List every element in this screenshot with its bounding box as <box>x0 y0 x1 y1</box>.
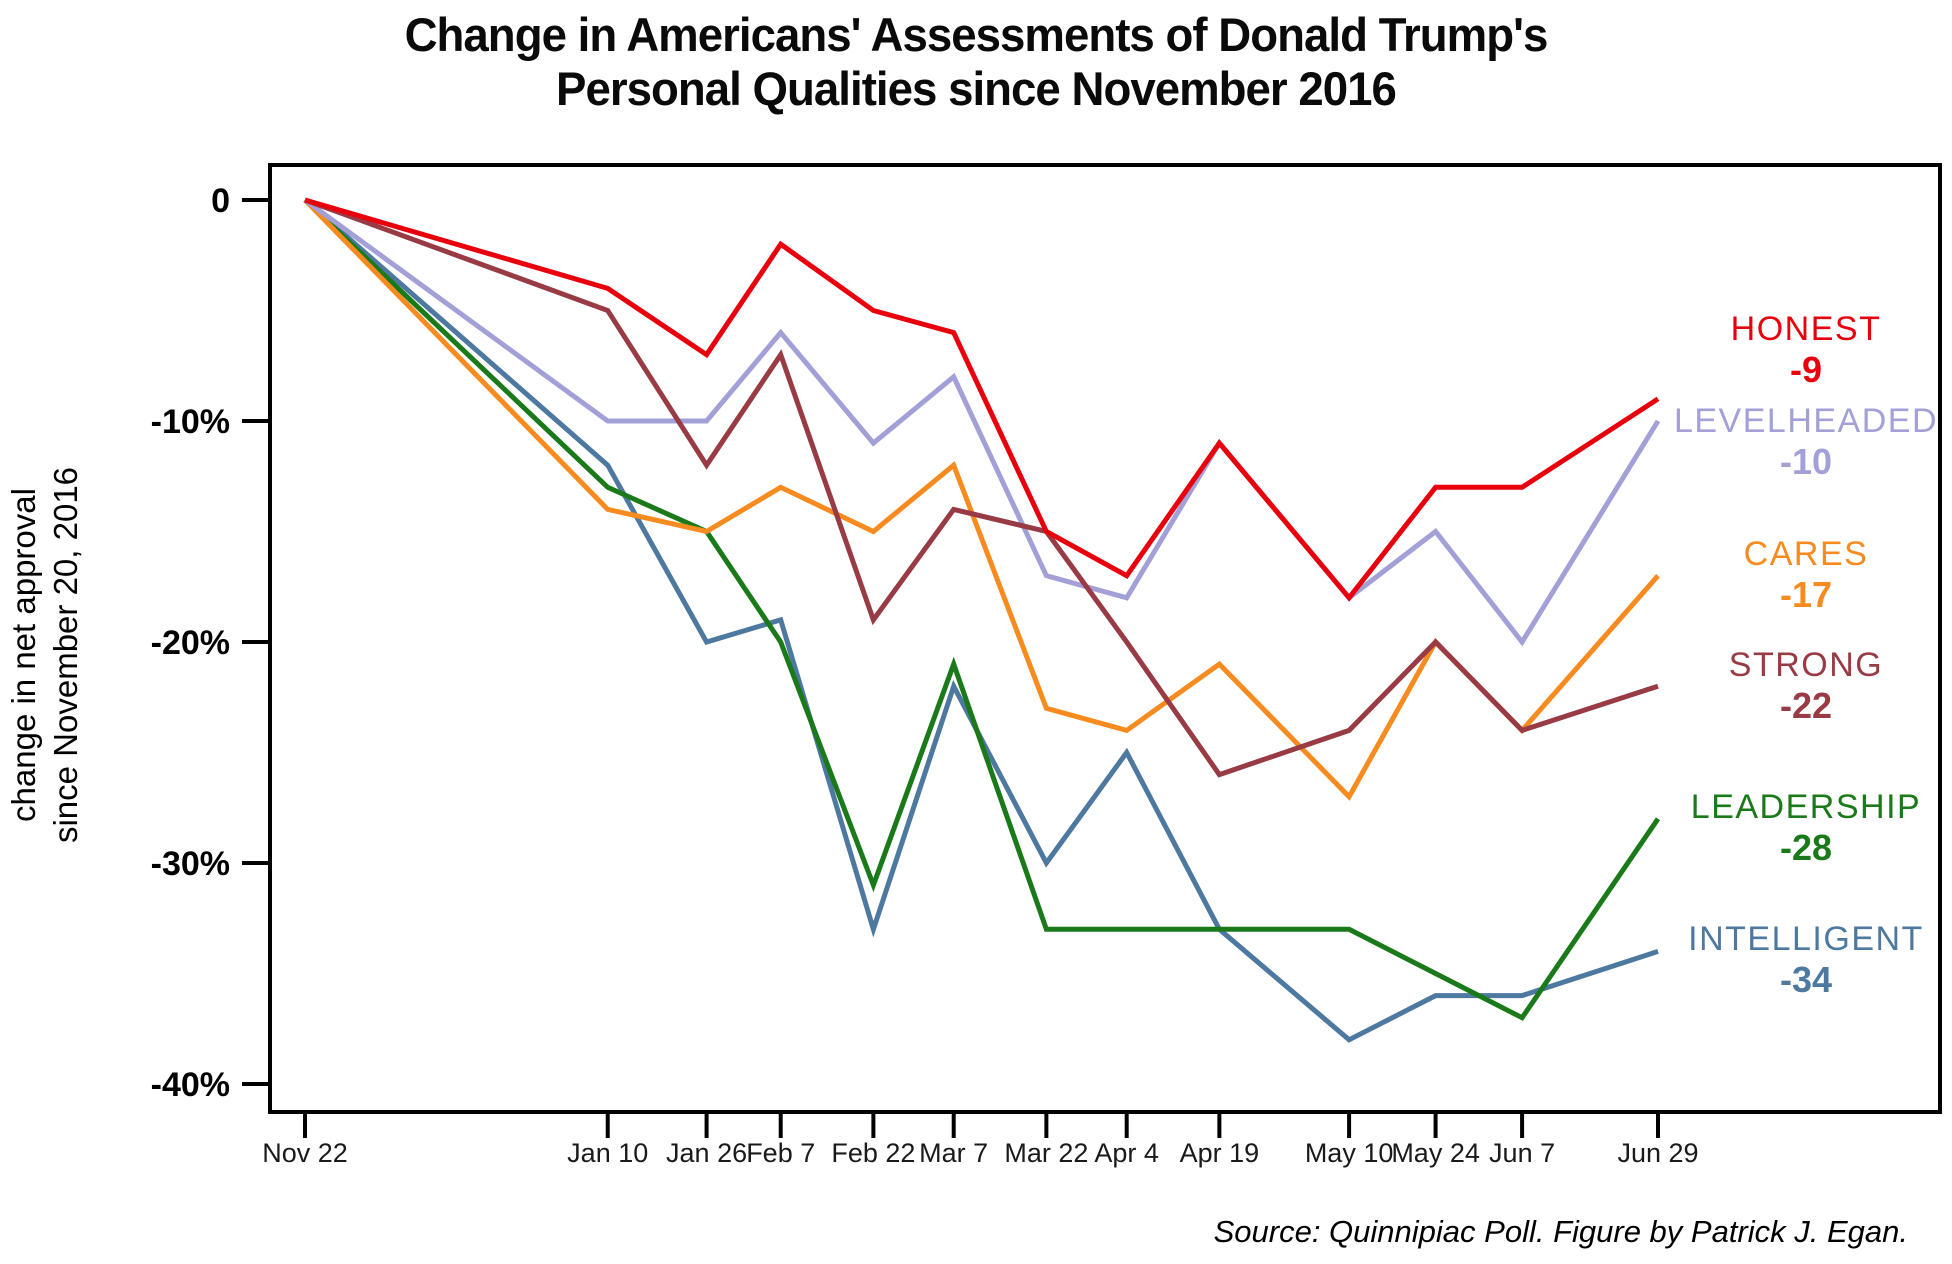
x-tick-label: Jun 7 <box>1489 1138 1555 1168</box>
series-line-levelheaded <box>303 197 1661 647</box>
legend-value-strong: -22 <box>1780 685 1832 726</box>
x-tick-label: May 10 <box>1305 1138 1394 1168</box>
chart-title: Change in Americans' Assessments of Dona… <box>29 8 1922 116</box>
x-tick-label: Feb 7 <box>746 1138 815 1168</box>
chart-title-line1: Change in Americans' Assessments of Dona… <box>404 8 1549 61</box>
series-line-cares <box>303 198 1660 801</box>
legend-value-leadership: -28 <box>1780 827 1832 868</box>
y-tick-label: 0 <box>211 182 230 220</box>
x-tick-label: Jan 10 <box>567 1138 648 1168</box>
legend-name-cares: CARES <box>1744 535 1869 573</box>
x-tick-label: Jun 29 <box>1617 1138 1698 1168</box>
x-tick-label: Nov 22 <box>262 1138 348 1168</box>
legend-name-leadership: LEADERSHIP <box>1691 788 1921 826</box>
y-tick-label: -10% <box>151 403 230 441</box>
source-credit: Source: Quinnipiac Poll. Figure by Patri… <box>1214 1214 1908 1249</box>
legend-name-strong: STRONG <box>1729 646 1883 684</box>
y-axis-label-line1: change in net approval <box>5 488 42 822</box>
x-tick-label: Feb 22 <box>831 1138 915 1168</box>
x-tick-label: Mar 7 <box>919 1138 988 1168</box>
legend-value-levelheaded: -10 <box>1780 441 1832 482</box>
y-tick-label: -40% <box>151 1066 230 1104</box>
x-tick-label: Jan 26 <box>666 1138 747 1168</box>
series-labels: HONEST-9 LEVELHEADED-10 CARES-17 STRONG-22 L… <box>1674 310 1938 1000</box>
plot-area-border <box>268 163 1942 1114</box>
legend-name-honest: HONEST <box>1731 310 1882 348</box>
x-tick-label: May 24 <box>1391 1138 1480 1168</box>
legend-value-cares: -17 <box>1780 574 1832 615</box>
legend-value-intelligent: -34 <box>1780 959 1832 1000</box>
legend-name-intelligent: INTELLIGENT <box>1688 920 1924 958</box>
x-tick-label: Apr 19 <box>1180 1138 1260 1168</box>
series-line-leadership <box>303 198 1661 1021</box>
x-tick-label: Apr 4 <box>1094 1138 1159 1168</box>
series-line-intelligent <box>303 198 1659 1043</box>
y-tick-label: -20% <box>151 624 230 662</box>
legend-value-honest: -9 <box>1790 349 1822 390</box>
x-axis-ticks: Nov 22 Jan 10 Jan 26 Feb 7 Feb 22 Mar 7 Mar 22… <box>262 1112 1699 1168</box>
series-line-honest <box>304 197 1660 602</box>
chart-title-line2: Personal Qualities since November 2016 <box>556 62 1397 115</box>
y-tick-label: -30% <box>151 845 230 883</box>
x-tick-label: Mar 22 <box>1004 1138 1088 1168</box>
y-axis-ticks: 0 -10% -20% -30% -40% <box>151 182 268 1104</box>
series-lines <box>303 197 1661 1043</box>
y-axis-label-line2: since November 20, 2016 <box>47 467 84 843</box>
legend-name-levelheaded: LEVELHEADED <box>1674 402 1938 440</box>
